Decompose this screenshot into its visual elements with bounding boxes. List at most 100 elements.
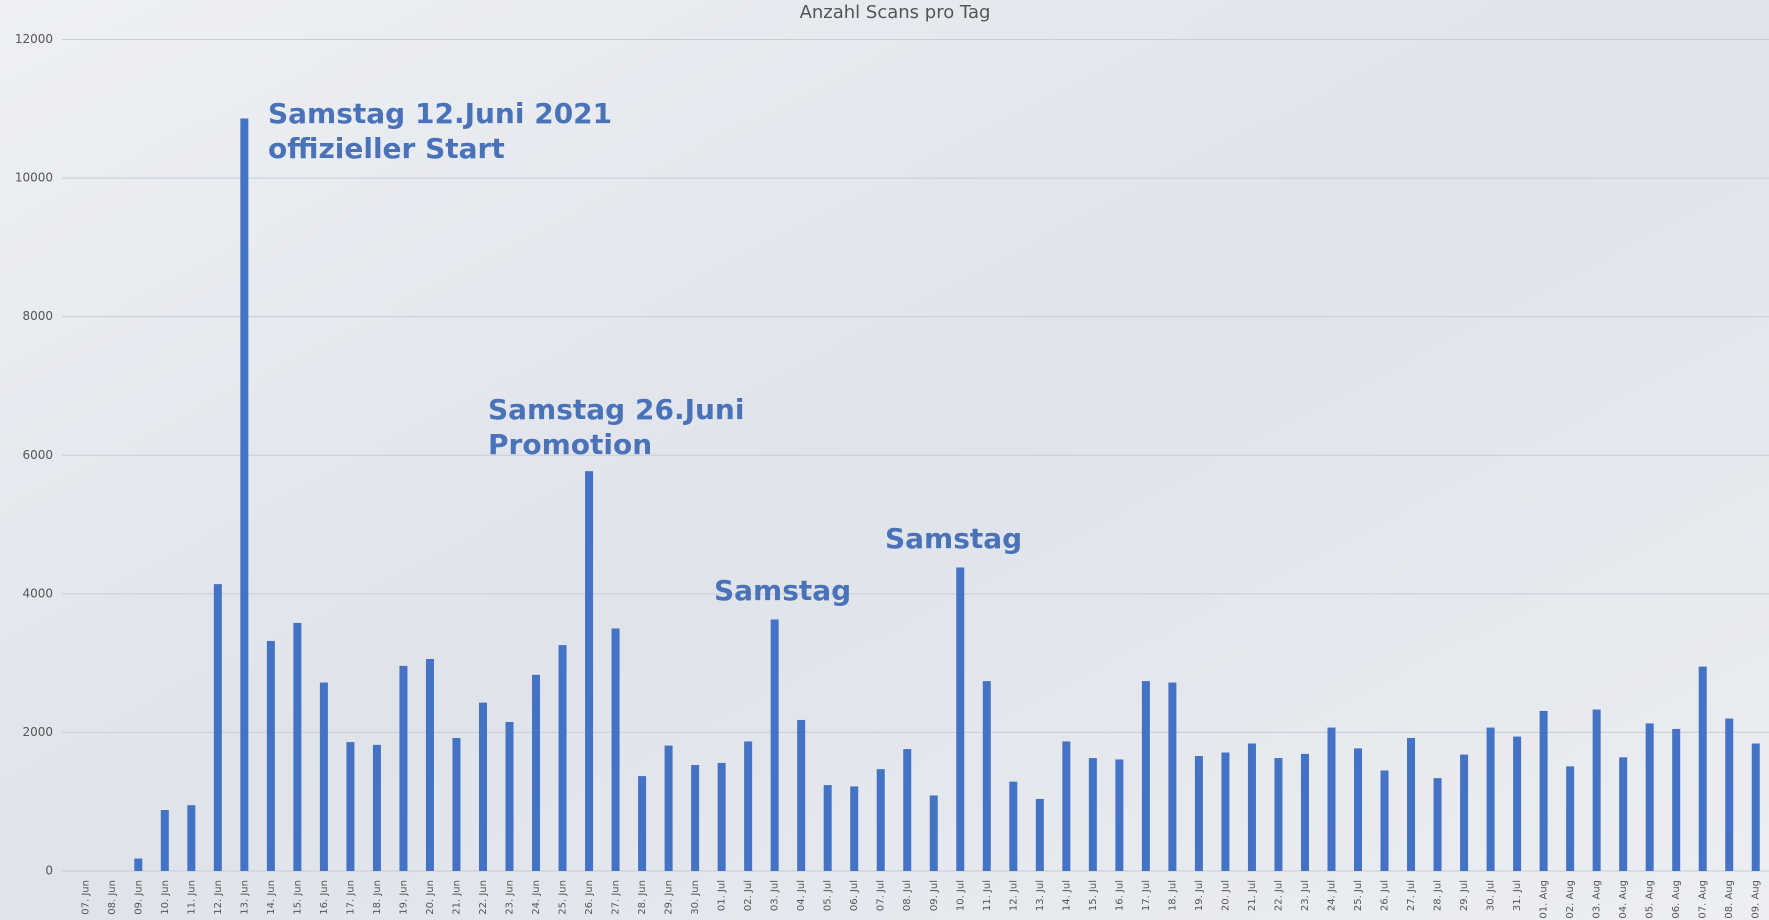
bar bbox=[1221, 753, 1229, 871]
bar bbox=[187, 805, 195, 871]
bar bbox=[267, 641, 275, 871]
x-tick-label: 15. Jun bbox=[292, 880, 303, 915]
x-tick-label: 07. Jun bbox=[80, 880, 91, 915]
x-tick-label: 10. Jul bbox=[955, 880, 966, 911]
x-tick-label: 09. Jun bbox=[133, 880, 144, 915]
bar bbox=[1168, 683, 1176, 871]
x-tick-label: 26. Jul bbox=[1380, 880, 1391, 911]
bar bbox=[1115, 759, 1123, 871]
bar bbox=[1434, 778, 1442, 871]
annotation: offizieller Start bbox=[268, 132, 505, 165]
y-tick-label: 6000 bbox=[22, 448, 53, 462]
x-tick-label: 03. Jul bbox=[770, 880, 781, 911]
x-tick-label: 04. Jul bbox=[796, 880, 807, 911]
x-tick-label: 24. Jun bbox=[531, 880, 542, 915]
x-tick-label: 13. Jun bbox=[239, 880, 250, 915]
bar bbox=[1487, 728, 1495, 871]
bar bbox=[903, 749, 911, 871]
bar bbox=[1274, 758, 1282, 871]
bar bbox=[1540, 711, 1548, 871]
bar bbox=[293, 623, 301, 871]
x-tick-label: 09. Jul bbox=[929, 880, 940, 911]
x-tick-label: 17. Jun bbox=[345, 880, 356, 915]
y-tick-label: 4000 bbox=[22, 586, 53, 600]
bar bbox=[1619, 757, 1627, 871]
annotation: Samstag bbox=[714, 574, 851, 607]
bar bbox=[718, 763, 726, 871]
x-tick-label: 08. Jun bbox=[107, 880, 118, 915]
x-tick-label: 27. Jun bbox=[611, 880, 622, 915]
x-tick-label: 05. Jul bbox=[823, 880, 834, 911]
y-tick-label: 2000 bbox=[22, 725, 53, 739]
x-tick-label: 19. Jun bbox=[398, 880, 409, 915]
x-tick-label: 17. Jul bbox=[1141, 880, 1152, 911]
x-tick-label: 11. Jun bbox=[186, 880, 197, 915]
x-tick-label: 18. Jun bbox=[372, 880, 383, 915]
x-tick-label: 29. Jul bbox=[1459, 880, 1470, 911]
annotation: Samstag 12.Juni 2021 bbox=[268, 97, 612, 130]
bar bbox=[161, 810, 169, 871]
x-tick-label: 25. Jul bbox=[1353, 880, 1364, 911]
x-tick-label: 29. Jun bbox=[664, 880, 675, 915]
annotation: Promotion bbox=[488, 428, 652, 461]
x-tick-label: 05. Aug bbox=[1645, 880, 1656, 919]
x-tick-label: 08. Aug bbox=[1724, 880, 1735, 919]
bar bbox=[1752, 744, 1760, 871]
bar bbox=[930, 795, 938, 871]
bar bbox=[1460, 755, 1468, 871]
bar bbox=[134, 859, 142, 871]
bar bbox=[1725, 719, 1733, 871]
x-tick-label: 30. Jun bbox=[690, 880, 701, 915]
x-tick-label: 07. Aug bbox=[1698, 880, 1709, 919]
bar bbox=[1381, 771, 1389, 871]
x-tick-label: 16. Jun bbox=[319, 880, 330, 915]
bar bbox=[771, 619, 779, 871]
bar bbox=[1646, 723, 1654, 871]
x-tick-label: 03. Aug bbox=[1592, 880, 1603, 919]
bar bbox=[850, 786, 858, 871]
x-tick-label: 06. Aug bbox=[1671, 880, 1682, 919]
x-tick-label: 14. Jun bbox=[266, 880, 277, 915]
bar bbox=[1513, 737, 1521, 871]
bar bbox=[214, 584, 222, 871]
chart-title: Anzahl Scans pro Tag bbox=[800, 2, 991, 23]
x-tick-label: 02. Jul bbox=[743, 880, 754, 911]
bar bbox=[320, 683, 328, 871]
bar bbox=[1593, 710, 1601, 871]
x-tick-label: 01. Aug bbox=[1539, 880, 1550, 919]
y-tick-label: 12000 bbox=[15, 32, 53, 46]
x-tick-label: 06. Jul bbox=[849, 880, 860, 911]
x-tick-label: 09. Aug bbox=[1751, 880, 1762, 919]
bar bbox=[1062, 741, 1070, 871]
x-tick-label: 30. Jul bbox=[1486, 880, 1497, 911]
bar bbox=[479, 703, 487, 871]
bar bbox=[1699, 667, 1707, 871]
bar bbox=[665, 746, 673, 871]
bar bbox=[797, 720, 805, 871]
bar bbox=[691, 765, 699, 871]
bar bbox=[1327, 728, 1335, 871]
x-tick-label: 27. Jul bbox=[1406, 880, 1417, 911]
bar bbox=[638, 776, 646, 871]
bar bbox=[1407, 738, 1415, 871]
bar bbox=[877, 769, 885, 871]
x-tick-label: 01. Jul bbox=[717, 880, 728, 911]
chart: Anzahl Scans pro Tag Samstag 12.Juni 202… bbox=[0, 0, 1769, 920]
x-tick-label: 23. Jul bbox=[1300, 880, 1311, 911]
bar bbox=[1036, 799, 1044, 871]
x-tick-label: 07. Jul bbox=[876, 880, 887, 911]
bar bbox=[452, 738, 460, 871]
x-tick-label: 20. Jul bbox=[1220, 880, 1231, 911]
bar bbox=[1354, 748, 1362, 871]
x-tick-label: 24. Jul bbox=[1326, 880, 1337, 911]
x-tick-label: 14. Jul bbox=[1061, 880, 1072, 911]
bar bbox=[373, 745, 381, 871]
bar bbox=[1195, 756, 1203, 871]
annotation: Samstag bbox=[885, 522, 1022, 555]
bar bbox=[585, 471, 593, 871]
y-tick-label: 10000 bbox=[15, 171, 53, 185]
x-tick-label: 12. Jun bbox=[213, 880, 224, 915]
x-tick-label: 12. Jul bbox=[1008, 880, 1019, 911]
bar bbox=[1089, 758, 1097, 871]
x-tick-label: 11. Jul bbox=[982, 880, 993, 911]
